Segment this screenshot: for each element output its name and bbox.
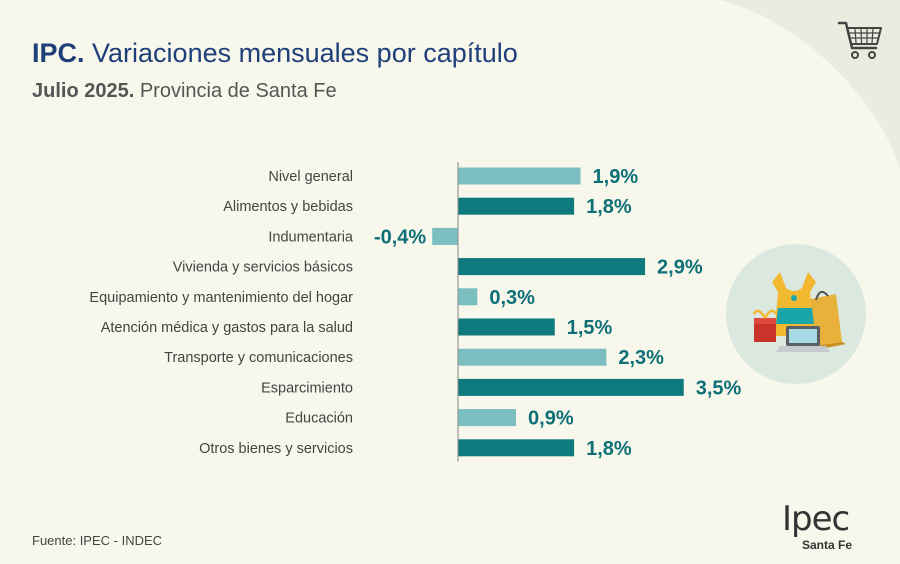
bar — [458, 197, 575, 215]
bar — [458, 258, 646, 276]
subtitle-bold: Julio 2025. — [32, 80, 135, 102]
bar-chart: Nivel general 1,9% Alimentos y bebidas 1,8%… — [89, 162, 742, 462]
value-label: 3,5% — [696, 377, 742, 399]
bar — [458, 378, 684, 396]
value-label: 2,3% — [618, 347, 664, 369]
logo-subtitle: Santa Fe — [802, 538, 853, 552]
value-label: 1,8% — [586, 196, 632, 218]
shopping-cart-icon — [837, 21, 882, 59]
title-bold: IPC. — [32, 38, 85, 68]
category-label: Esparcimiento — [261, 380, 353, 396]
bar — [458, 318, 555, 336]
page-subtitle: Julio 2025. Provincia de Santa Fe — [32, 80, 337, 103]
value-label: 1,9% — [593, 166, 639, 188]
bar — [432, 227, 458, 245]
category-label: Alimentos y bebidas — [223, 199, 353, 215]
bar — [458, 288, 478, 306]
shopping-illustration-icon — [726, 244, 866, 384]
bar — [458, 439, 575, 457]
page-title: IPC. Variaciones mensuales por capítulo — [32, 38, 518, 69]
value-label: 2,9% — [657, 257, 703, 279]
value-label: -0,4% — [374, 226, 426, 248]
category-label: Transporte y comunicaciones — [164, 350, 353, 366]
category-label: Otros bienes y servicios — [199, 441, 353, 457]
subtitle-rest: Provincia de Santa Fe — [139, 80, 337, 102]
value-label: 1,5% — [567, 317, 613, 339]
category-label: Vivienda y servicios básicos — [173, 260, 353, 276]
bar — [458, 167, 581, 185]
category-label: Nivel general — [268, 169, 353, 185]
bar — [458, 409, 517, 427]
source-note: Fuente: IPEC - INDEC — [32, 533, 163, 548]
logo-wordmark: Ipec — [782, 499, 850, 539]
category-label: Indumentaria — [268, 229, 354, 245]
value-label: 0,9% — [528, 408, 574, 430]
category-label: Equipamiento y mantenimiento del hogar — [89, 290, 353, 306]
ipec-logo: Ipec Santa Fe — [782, 500, 868, 556]
bar — [458, 348, 607, 366]
category-label: Atención médica y gastos para la salud — [101, 320, 353, 336]
category-label: Educación — [285, 411, 353, 427]
title-rest: Variaciones mensuales por capítulo — [92, 38, 518, 68]
value-label: 1,8% — [586, 438, 632, 460]
value-label: 0,3% — [489, 287, 535, 309]
